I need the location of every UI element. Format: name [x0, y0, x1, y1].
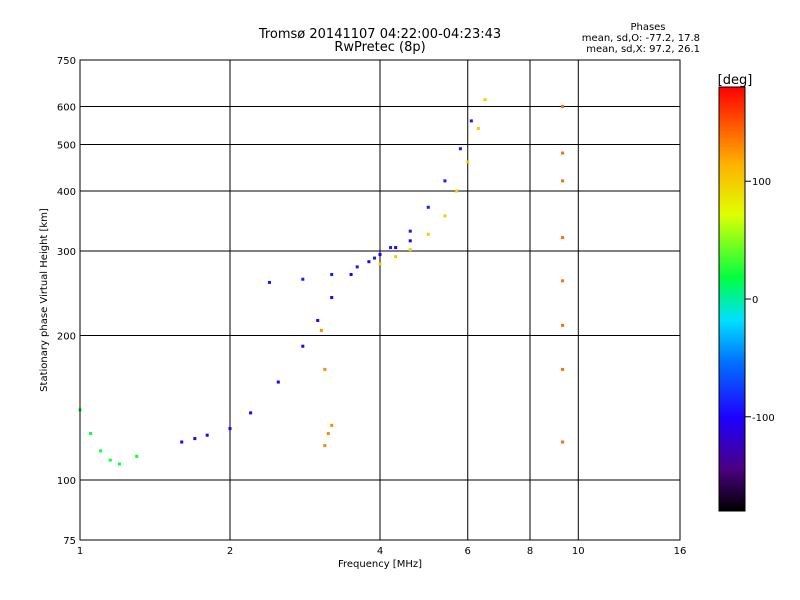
- phases-heading: Phases: [630, 22, 665, 33]
- data-point: [561, 440, 565, 444]
- data-point: [561, 323, 565, 327]
- data-point: [455, 189, 459, 193]
- chart-title-line1: Tromsø 20141107 04:22:00-04:23:43: [258, 27, 501, 42]
- data-point: [355, 265, 359, 269]
- data-point: [408, 229, 412, 233]
- y-tick-label: 400: [57, 187, 76, 198]
- data-point: [205, 433, 209, 437]
- data-point: [394, 246, 398, 250]
- y-axis-label: Stationary phase Virtual Height [km]: [39, 208, 50, 392]
- data-point: [561, 279, 565, 283]
- phases-o-line: mean, sd,O: -77.2, 17.8: [582, 33, 700, 44]
- data-point: [483, 98, 487, 102]
- data-point: [458, 147, 462, 151]
- data-point: [180, 440, 184, 444]
- data-point: [561, 105, 565, 109]
- data-point: [319, 328, 323, 332]
- data-point: [408, 248, 412, 252]
- x-tick-label: 4: [377, 546, 383, 557]
- data-point: [330, 296, 334, 300]
- data-point: [330, 273, 334, 277]
- data-point: [228, 427, 232, 431]
- y-tick-label: 75: [63, 536, 76, 547]
- data-point: [466, 160, 470, 164]
- colorbar: [718, 86, 746, 512]
- data-point: [267, 280, 271, 284]
- data-point: [316, 318, 320, 322]
- x-tick-label: 8: [527, 546, 533, 557]
- data-point: [108, 458, 112, 462]
- y-tick-labels: 75 100 200 300 400 500 600 750: [57, 56, 76, 547]
- data-point: [408, 239, 412, 243]
- x-tick-label: 1: [77, 546, 83, 557]
- data-point: [443, 179, 447, 183]
- data-point: [349, 273, 353, 277]
- data-point: [561, 236, 565, 240]
- colorbar-ticks: 100 0 -100: [745, 177, 775, 424]
- data-point: [561, 367, 565, 371]
- data-point: [301, 277, 305, 281]
- data-point: [367, 260, 371, 264]
- data-point: [378, 262, 382, 266]
- colorbar-tick-label: -100: [752, 413, 775, 424]
- x-tick-label: 16: [674, 546, 687, 557]
- data-point: [193, 437, 197, 441]
- chart-title-line2: RwPretec (8p): [334, 40, 425, 55]
- colorbar-label: [deg]: [718, 73, 753, 88]
- y-tick-label: 100: [57, 476, 76, 487]
- y-tick-label: 750: [57, 56, 76, 67]
- data-point: [249, 411, 253, 415]
- data-point: [323, 444, 327, 448]
- x-tick-label: 2: [227, 546, 233, 557]
- data-point: [443, 214, 447, 218]
- y-tick-label: 300: [57, 247, 76, 258]
- x-axis-label: Frequency [MHz]: [338, 559, 422, 570]
- data-point: [276, 380, 280, 384]
- data-point: [469, 119, 473, 123]
- y-tick-label: 600: [57, 103, 76, 114]
- data-point: [326, 432, 330, 436]
- y-tick-label: 500: [57, 141, 76, 152]
- x-tick-labels: 1 2 4 6 8 10 16: [77, 546, 687, 557]
- data-point: [378, 253, 382, 257]
- colorbar-tick-label: 100: [752, 177, 771, 188]
- data-point: [394, 255, 398, 259]
- data-point: [561, 179, 565, 183]
- data-point: [476, 126, 480, 130]
- colorbar-tick-label: 0: [752, 295, 758, 306]
- data-point: [99, 449, 103, 453]
- grid-layer: [80, 60, 680, 540]
- plot-frame: [79, 59, 681, 541]
- data-point: [117, 462, 121, 466]
- data-point: [561, 151, 565, 155]
- data-point: [426, 205, 430, 209]
- x-tick-label: 6: [465, 546, 471, 557]
- data-point: [373, 256, 377, 260]
- phases-x-line: mean, sd,X: 97.2, 26.1: [586, 44, 700, 55]
- data-point: [135, 454, 139, 458]
- data-point: [301, 344, 305, 348]
- data-point: [89, 432, 93, 436]
- y-tick-label: 200: [57, 332, 76, 343]
- data-point: [389, 246, 393, 250]
- data-point: [426, 232, 430, 236]
- data-point: [330, 423, 334, 427]
- scatter-points: [78, 98, 565, 466]
- data-point: [323, 367, 327, 371]
- x-tick-label: 10: [572, 546, 585, 557]
